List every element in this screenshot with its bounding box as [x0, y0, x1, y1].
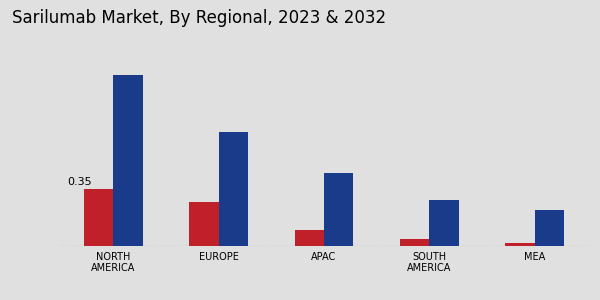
Bar: [505, 243, 535, 246]
Bar: [113, 75, 143, 246]
Bar: [429, 200, 459, 246]
Text: Sarilumab Market, By Regional, 2023 & 2032: Sarilumab Market, By Regional, 2023 & 20…: [12, 9, 386, 27]
Bar: [535, 210, 564, 246]
Bar: [189, 202, 219, 246]
Bar: [84, 189, 113, 246]
Text: 0.35: 0.35: [67, 177, 92, 187]
Bar: [400, 239, 429, 246]
Bar: [295, 230, 324, 246]
Bar: [324, 172, 353, 246]
Bar: [219, 132, 248, 246]
